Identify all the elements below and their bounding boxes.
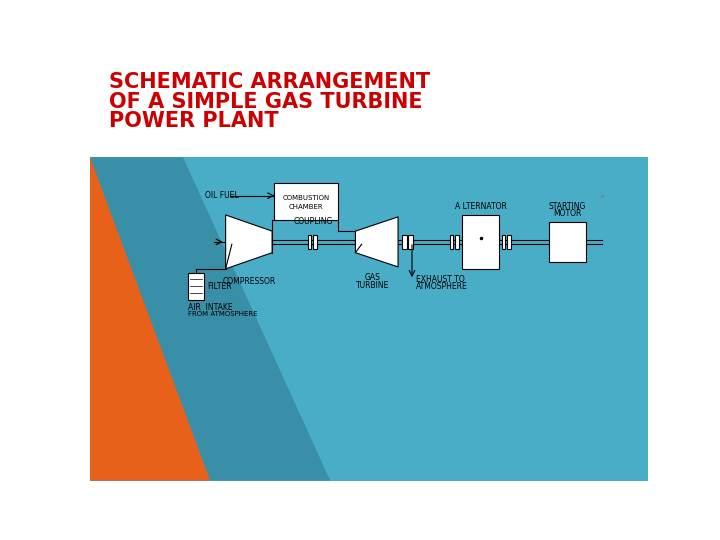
- Text: ATMOSPHERE: ATMOSPHERE: [416, 282, 467, 291]
- Text: POWER PLANT: POWER PLANT: [109, 111, 279, 131]
- Text: CHAMBER: CHAMBER: [289, 204, 323, 210]
- Text: SCHEMATIC ARRANGEMENT: SCHEMATIC ARRANGEMENT: [109, 72, 431, 92]
- Text: COUPLING: COUPLING: [294, 218, 333, 226]
- Text: FILTER: FILTER: [207, 282, 232, 291]
- Polygon shape: [356, 217, 398, 267]
- Bar: [507, 235, 510, 249]
- Text: AIR  INTAKE: AIR INTAKE: [189, 303, 233, 313]
- Bar: [462, 215, 499, 269]
- Text: OIL FUEL: OIL FUEL: [204, 191, 238, 200]
- Text: COMPRESSOR: COMPRESSOR: [222, 276, 276, 286]
- Polygon shape: [90, 157, 648, 481]
- Text: EXHAUST TO: EXHAUST TO: [416, 275, 464, 284]
- Polygon shape: [90, 157, 210, 481]
- Text: A LTERNATOR: A LTERNATOR: [454, 202, 507, 211]
- Text: TURBINE: TURBINE: [356, 281, 390, 290]
- Bar: [307, 235, 312, 249]
- Text: COMBUSTION: COMBUSTION: [283, 195, 330, 201]
- Bar: [189, 273, 204, 300]
- Text: GAS: GAS: [365, 273, 381, 282]
- Bar: [313, 235, 317, 249]
- Bar: [402, 235, 407, 249]
- Bar: [449, 235, 454, 249]
- Bar: [549, 222, 586, 262]
- Text: MOTOR: MOTOR: [553, 209, 582, 218]
- Polygon shape: [90, 157, 330, 481]
- Text: FROM ATMOSPHERE: FROM ATMOSPHERE: [189, 311, 258, 317]
- Text: OF A SIMPLE GAS TURBINE: OF A SIMPLE GAS TURBINE: [109, 92, 423, 112]
- Bar: [502, 235, 505, 249]
- Bar: [455, 235, 459, 249]
- Polygon shape: [225, 215, 272, 269]
- Bar: [408, 235, 413, 249]
- Text: STARTING: STARTING: [549, 202, 586, 211]
- Bar: [274, 184, 338, 220]
